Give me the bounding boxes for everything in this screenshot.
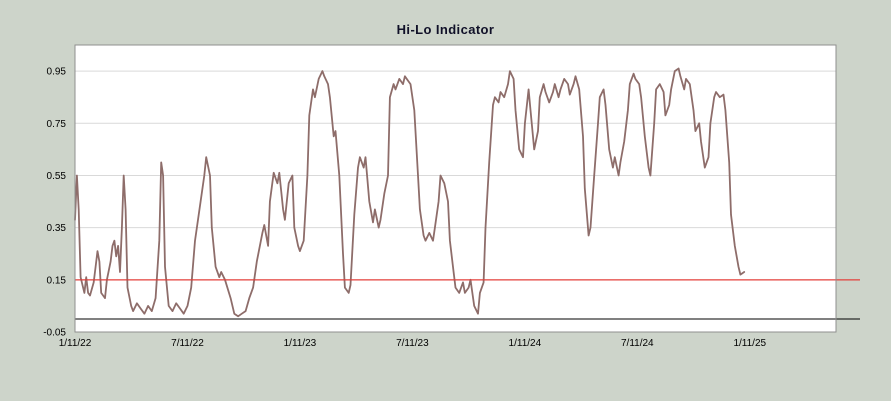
chart-title: Hi-Lo Indicator [396,22,495,37]
x-tick-label: 7/11/22 [171,338,204,349]
x-tick-label: 1/11/22 [59,338,92,349]
y-tick-label: 0.55 [47,171,67,182]
x-tick-label: 1/11/23 [284,338,317,349]
plot-frame [74,44,837,333]
y-tick-label: -0.05 [43,328,66,339]
y-tick-label: 0.95 [47,67,67,78]
x-tick-label: 1/11/25 [733,338,766,349]
y-tick-label: 0.15 [47,275,67,286]
x-tick-label: 7/11/24 [621,338,654,349]
y-tick-label: 0.35 [47,223,67,234]
hilo-series-line [74,67,746,318]
x-tick-label: 1/11/24 [509,338,542,349]
x-tick-label: 7/11/23 [396,338,429,349]
y-tick-label: 0.75 [47,119,67,130]
